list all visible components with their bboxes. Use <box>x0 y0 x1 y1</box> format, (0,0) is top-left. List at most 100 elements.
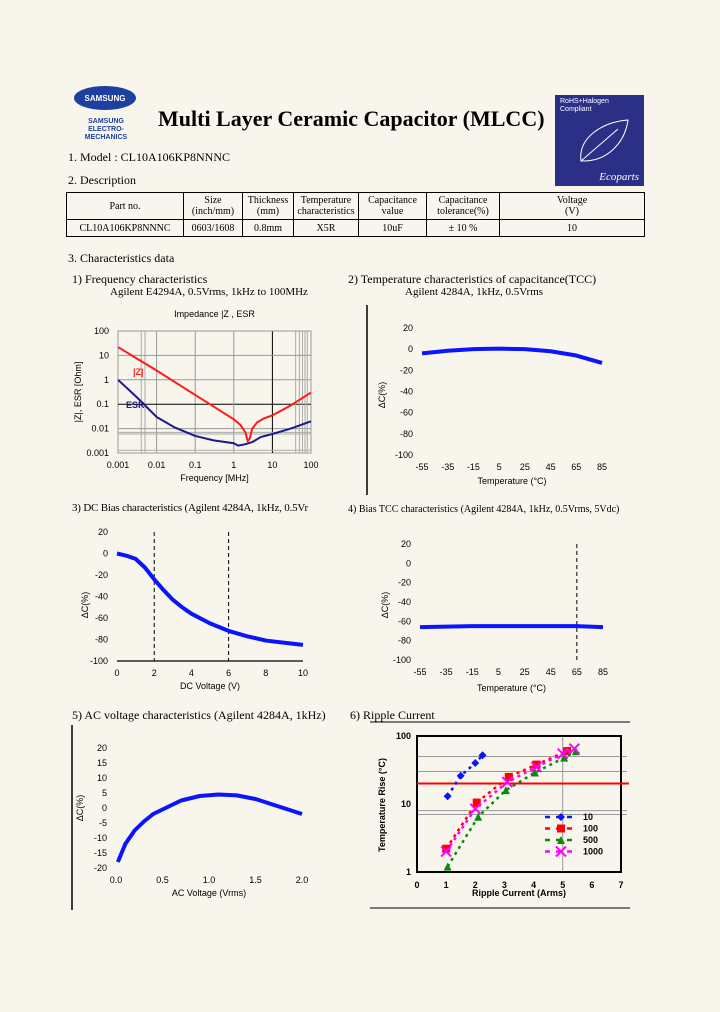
y-tick-label: 10 <box>401 799 411 809</box>
data-point <box>557 747 569 760</box>
x-tick-label: 0 <box>114 668 119 678</box>
series-trend-line <box>445 749 568 850</box>
x-tick-label: 6 <box>226 668 231 678</box>
plot-area <box>416 735 622 873</box>
data-point <box>440 845 452 858</box>
data-point <box>501 786 510 795</box>
series-line <box>419 624 604 630</box>
y-tick-label: 0.01 <box>91 424 109 434</box>
ecoparts-badge: RoHS+Halogen Compliant Ecoparts <box>555 95 644 186</box>
column-header: Size (inch/mm) <box>183 192 243 220</box>
data-point <box>471 759 480 768</box>
y-tick-label: 1 <box>406 867 411 877</box>
y-tick-label: 15 <box>97 758 107 768</box>
leaf-icon <box>580 119 629 162</box>
x-tick-label: 25 <box>520 667 530 677</box>
y-tick-label: -60 <box>400 408 413 418</box>
description-heading: 2. Description <box>68 173 136 187</box>
data-point <box>456 771 465 780</box>
characteristics-heading: 3. Characteristics data <box>68 251 175 265</box>
data-point <box>501 776 514 788</box>
series-line <box>117 379 312 447</box>
table-cell: 10 <box>499 219 645 237</box>
column-header: Part no. <box>66 192 184 220</box>
table-cell: CL10A106KP8NNNC <box>66 219 184 237</box>
y-tick-label: 20 <box>403 323 413 333</box>
x-tick-label: 5 <box>497 462 502 472</box>
x-tick-label: 1.5 <box>249 875 262 885</box>
data-point <box>530 761 543 773</box>
y-tick-label: 20 <box>98 527 108 537</box>
samsung-logo: SAMSUNG SAMSUNG ELECTRO-MECHANICS <box>70 86 142 142</box>
series-label: ESR <box>126 400 145 410</box>
x-tick-label: 1 <box>231 460 236 470</box>
y-axis-label: ΔC(%) <box>75 795 85 822</box>
x-tick-label: 4 <box>531 880 536 890</box>
x-tick-label: 3 <box>502 880 507 890</box>
x-axis-label: Ripple Current (Arms) <box>472 888 566 898</box>
logo-line: SAMSUNG <box>88 118 124 125</box>
x-tick-label: 2.0 <box>296 875 309 885</box>
x-tick-label: -35 <box>441 462 454 472</box>
x-tick-label: 10 <box>267 460 277 470</box>
x-tick-label: -15 <box>467 462 480 472</box>
x-tick-label: 0.01 <box>148 460 166 470</box>
y-axis-label: Temperature Rise (°C) <box>377 758 387 852</box>
y-tick-label: -100 <box>90 656 108 666</box>
chart-title: Impedance |Z , ESR <box>174 309 255 319</box>
logo-line: ELECTRO-MECHANICS <box>84 126 128 141</box>
y-axis-label: |Z|, ESR [Ohm] <box>73 362 83 423</box>
x-axis-label: AC Voltage (Vrms) <box>172 888 246 898</box>
series-line <box>116 551 304 647</box>
y-tick-label: 5 <box>102 788 107 798</box>
x-tick-label: 0.1 <box>189 460 202 470</box>
y-tick-label: -5 <box>99 818 107 828</box>
y-tick-label: 0.1 <box>96 399 109 409</box>
x-tick-label: 85 <box>597 462 607 472</box>
samsung-oval-logo: SAMSUNG <box>74 86 136 110</box>
column-header: Thickness (mm) <box>242 192 294 220</box>
data-point <box>504 772 513 781</box>
legend-marker <box>557 813 565 821</box>
x-tick-label: 65 <box>572 667 582 677</box>
y-tick-label: -40 <box>398 597 411 607</box>
y-tick-label: 10 <box>97 773 107 783</box>
y-tick-label: 0.001 <box>86 448 109 458</box>
y-tick-label: 0 <box>102 803 107 813</box>
y-tick-label: -80 <box>398 636 411 646</box>
data-point <box>443 792 452 801</box>
legend-marker <box>557 836 565 844</box>
data-point <box>568 743 581 755</box>
badge-line: Compliant <box>560 106 592 113</box>
y-tick-label: -60 <box>398 616 411 626</box>
y-axis-label: ΔC(%) <box>80 592 90 619</box>
chart-heading-tcc: 2) Temperature characteristics of capaci… <box>348 272 597 286</box>
y-tick-label: -20 <box>398 578 411 588</box>
legend-label: 10 <box>583 812 593 822</box>
y-tick-label: 1 <box>104 375 109 385</box>
y-tick-label: -60 <box>95 613 108 623</box>
y-tick-label: -100 <box>395 450 413 460</box>
y-tick-label: -10 <box>94 833 107 843</box>
y-tick-label: 100 <box>396 731 411 741</box>
data-point <box>560 753 569 762</box>
y-tick-label: 0 <box>408 344 413 354</box>
series-line <box>421 346 603 365</box>
legend-label: 100 <box>583 824 598 834</box>
column-header: Capacitance value <box>358 192 427 220</box>
y-tick-label: -20 <box>400 365 413 375</box>
x-tick-label: 0.0 <box>110 875 123 885</box>
legend-label: 1000 <box>583 847 603 857</box>
x-tick-label: 1.0 <box>203 875 216 885</box>
x-tick-label: 7 <box>618 880 623 890</box>
x-tick-label: 5 <box>496 667 501 677</box>
column-header: Voltage (V) <box>499 192 645 220</box>
y-tick-label: 10 <box>99 350 109 360</box>
y-tick-label: -20 <box>95 570 108 580</box>
x-tick-label: 0 <box>414 880 419 890</box>
x-tick-label: 85 <box>598 667 608 677</box>
series-label: |Z| <box>133 367 144 377</box>
data-point <box>531 768 540 777</box>
y-tick-label: -20 <box>94 863 107 873</box>
data-point <box>563 747 572 756</box>
